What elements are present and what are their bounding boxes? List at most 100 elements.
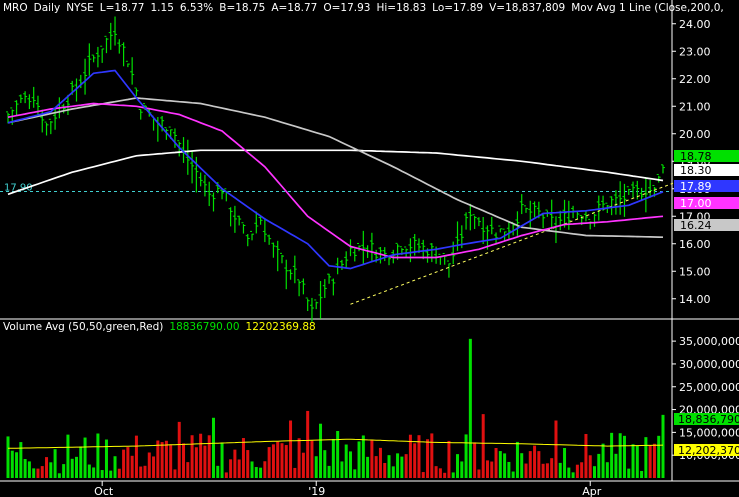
volume-bar bbox=[657, 435, 661, 478]
volume-bar bbox=[233, 449, 237, 478]
x-axis: Oct '19 Apr bbox=[0, 480, 739, 497]
volume-tick-label: 35,000,000 bbox=[679, 335, 739, 348]
volume-bar bbox=[160, 442, 164, 478]
volume-bar bbox=[19, 442, 23, 478]
last: L=18.77 bbox=[99, 2, 145, 14]
price-tag-label: 17.00 bbox=[680, 197, 712, 210]
volume-bar bbox=[323, 450, 327, 478]
volume-bar bbox=[601, 443, 605, 478]
volume-bar bbox=[588, 455, 592, 478]
price-tag-box bbox=[674, 219, 739, 231]
change-pct: 6.53% bbox=[179, 2, 214, 14]
volume-bar bbox=[276, 441, 280, 478]
volume-bar bbox=[224, 472, 228, 478]
volume-bar bbox=[194, 447, 198, 478]
volume-bar bbox=[211, 417, 215, 478]
volume-bar bbox=[134, 435, 138, 478]
volume-bar bbox=[348, 451, 352, 478]
volume-bar bbox=[27, 461, 31, 478]
volume-bar bbox=[614, 453, 618, 478]
volume-bar bbox=[169, 445, 173, 478]
volume-bar bbox=[575, 464, 579, 478]
volume-study-label: Volume Avg (50,50,green,Red) bbox=[3, 321, 164, 333]
volume-bar bbox=[447, 440, 451, 478]
volume-bar bbox=[10, 450, 14, 478]
volume-bar bbox=[661, 414, 665, 478]
volume-panel: 35,000,00030,000,00025,000,00020,000,000… bbox=[6, 335, 739, 478]
price-bars bbox=[6, 16, 665, 322]
volume-bar bbox=[79, 446, 83, 478]
volume-bar bbox=[57, 473, 61, 478]
volume-bar bbox=[618, 433, 622, 478]
volume-bar bbox=[152, 456, 156, 478]
volume-bar bbox=[550, 458, 554, 478]
volume-bar bbox=[6, 436, 10, 478]
volume-bar bbox=[186, 462, 190, 478]
volume-bar bbox=[593, 466, 597, 478]
price-tick-label: 20.00 bbox=[679, 128, 711, 141]
volume-bar bbox=[378, 447, 382, 478]
volume-bar bbox=[537, 451, 541, 478]
volume-bar bbox=[541, 463, 545, 478]
volume-tag-label: 12,202,370 bbox=[678, 444, 739, 457]
volume-bar bbox=[182, 443, 186, 478]
volume-bar bbox=[374, 456, 378, 478]
volume-bar bbox=[494, 448, 498, 478]
volume-bar bbox=[216, 465, 220, 478]
volume-bar bbox=[15, 452, 19, 478]
volume-bar bbox=[533, 445, 537, 478]
volume-bar bbox=[357, 441, 361, 478]
volume-bar bbox=[558, 462, 562, 478]
high: Hi=18.83 bbox=[376, 2, 427, 14]
volume-bar bbox=[481, 414, 485, 478]
volume-average-line bbox=[8, 438, 664, 449]
moving-average-line bbox=[7, 102, 664, 259]
volume-bar bbox=[40, 466, 44, 478]
volume-bar bbox=[631, 444, 635, 478]
volume-bar bbox=[627, 468, 631, 478]
volume-bar bbox=[460, 461, 464, 478]
price-tag-label: 17.89 bbox=[680, 180, 712, 193]
volume-bar bbox=[387, 455, 391, 478]
volume-bar bbox=[597, 453, 601, 478]
volume-bar bbox=[267, 447, 271, 478]
volume-bar bbox=[366, 456, 370, 478]
volume-bar bbox=[426, 439, 430, 478]
x-tick-label: Oct bbox=[94, 485, 114, 497]
volume-bar bbox=[126, 447, 130, 478]
price-tag-label: 18.78 bbox=[680, 150, 712, 163]
symbol: MRO bbox=[3, 2, 28, 14]
volume-bar bbox=[554, 420, 558, 478]
volume-bar bbox=[130, 455, 134, 478]
volume-bar bbox=[438, 468, 442, 478]
volume-bar bbox=[622, 435, 626, 478]
volume-bars bbox=[6, 338, 665, 478]
volume-bar bbox=[584, 433, 588, 478]
volume-bar bbox=[319, 423, 323, 478]
price-tag-box bbox=[674, 164, 739, 176]
volume-bar bbox=[117, 468, 121, 478]
volume-bar bbox=[456, 454, 460, 478]
price-header: MRO Daily NYSE L=18.77 1.15 6.53% B=18.75 A=18.… bbox=[3, 2, 724, 14]
volume-value: 18836790.00 bbox=[169, 321, 240, 333]
volume-bar bbox=[100, 470, 104, 478]
exchange: NYSE bbox=[66, 2, 94, 14]
volume-bar bbox=[156, 440, 160, 478]
volume-bar bbox=[220, 442, 224, 478]
volume-bar bbox=[652, 443, 656, 478]
volume-bar bbox=[477, 469, 481, 478]
volume-bar bbox=[70, 458, 74, 478]
change: 1.15 bbox=[150, 2, 174, 14]
volume-bar bbox=[327, 465, 331, 478]
volume-bar bbox=[331, 438, 335, 478]
volume-bar bbox=[421, 472, 425, 478]
volume-bar bbox=[301, 452, 305, 478]
volume-bar bbox=[498, 451, 502, 478]
study-label: Mov Avg 1 Line (Close,200,0, bbox=[571, 2, 724, 14]
volume-bar bbox=[644, 437, 648, 478]
volume-tag-box bbox=[674, 444, 739, 456]
volume-bar bbox=[511, 471, 515, 478]
price-tag-label: 16.24 bbox=[680, 219, 712, 232]
volume-bar bbox=[237, 459, 241, 478]
volume-bar bbox=[143, 465, 147, 478]
